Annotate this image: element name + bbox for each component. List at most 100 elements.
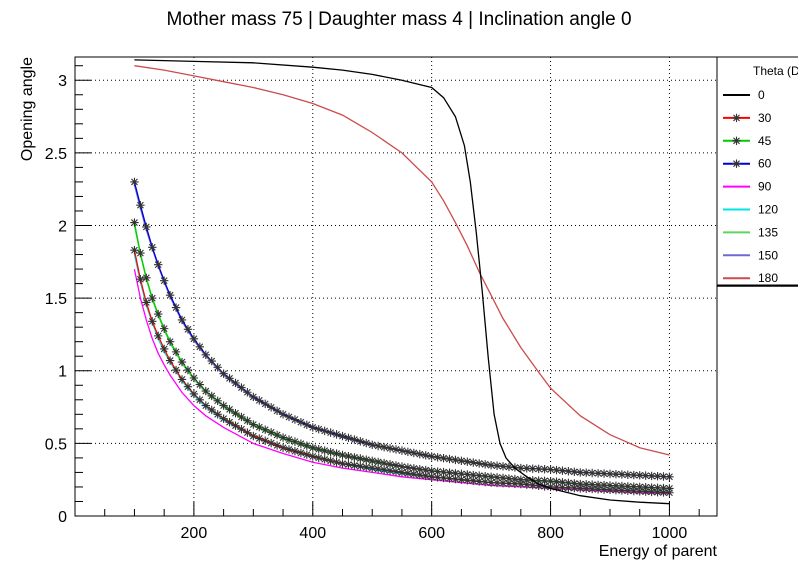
grid [75, 57, 717, 516]
series-marker-45 [368, 456, 377, 466]
series-marker-45 [159, 324, 169, 333]
series-marker-60 [605, 469, 615, 479]
series-marker-45 [475, 471, 484, 480]
series-marker-45 [207, 391, 216, 401]
series-marker-30 [397, 468, 407, 477]
series-marker-30 [148, 317, 157, 326]
legend-entry-180: 180 [723, 271, 778, 285]
series-marker-30 [171, 365, 181, 375]
series-marker-30 [587, 484, 597, 494]
series-marker-30 [326, 456, 335, 466]
series-marker-45 [171, 347, 181, 357]
legend-label: 120 [758, 203, 778, 217]
series-marker-60 [320, 426, 329, 436]
series-marker-45 [534, 476, 543, 485]
series-marker-45 [195, 380, 205, 389]
series-marker-60 [463, 457, 472, 466]
series-marker-30 [302, 450, 312, 459]
series-marker-45 [231, 408, 240, 418]
series-marker-60 [492, 461, 502, 470]
chart-title: Mother mass 75 | Daughter mass 4 | Incli… [166, 9, 631, 30]
legend-entry-150: 150 [723, 248, 778, 262]
series-marker-30 [498, 478, 508, 488]
series-marker-30 [237, 424, 246, 434]
legend-entry-60: 60 [723, 157, 772, 171]
series-marker-45 [480, 472, 490, 481]
series-marker-30 [356, 462, 365, 471]
series-marker-30 [362, 462, 371, 472]
series-marker-45 [130, 218, 139, 227]
series-marker-45 [469, 470, 478, 480]
series-marker-60 [338, 431, 347, 441]
series-marker-45 [492, 473, 502, 482]
series-marker-30 [469, 476, 478, 486]
y-axis-label: Opening angle [19, 57, 36, 161]
series-marker-45 [516, 475, 526, 484]
series-marker-45 [421, 465, 430, 475]
series-marker-45 [605, 481, 615, 490]
legend-label: 60 [758, 157, 772, 171]
series-marker-30 [504, 479, 514, 488]
series-marker-60 [284, 412, 294, 422]
series-marker-30 [165, 356, 175, 365]
y-tick-label: 0.5 [45, 436, 67, 453]
series-marker-45 [249, 420, 258, 429]
series-marker-45 [415, 465, 424, 474]
series-marker-45 [522, 475, 531, 485]
y-tick-label: 2.5 [45, 146, 67, 163]
legend-entry-135: 135 [723, 225, 778, 239]
series-marker-60 [659, 472, 668, 481]
series-marker-45 [391, 461, 401, 470]
series-marker-60 [409, 448, 419, 458]
series-marker-60 [261, 399, 270, 409]
series-marker-60 [130, 177, 139, 187]
series-marker-45 [433, 467, 442, 476]
legend-label: 0 [758, 88, 765, 102]
series-marker-60 [350, 435, 359, 444]
legend-marker [732, 136, 741, 145]
series-marker-30 [207, 405, 216, 415]
series-marker-30 [445, 474, 454, 483]
series-marker-60 [183, 325, 193, 334]
series-marker-30 [516, 479, 526, 489]
series-marker-60 [207, 356, 216, 366]
series-layer [130, 59, 674, 505]
series-marker-60 [599, 469, 609, 478]
series-marker-60 [397, 446, 407, 455]
series-marker-45 [350, 453, 359, 462]
series-marker-60 [558, 466, 567, 475]
series-marker-60 [148, 243, 157, 252]
series-marker-60 [635, 471, 644, 480]
series-marker-30 [558, 483, 567, 492]
series-marker-30 [368, 463, 377, 473]
series-marker-60 [249, 392, 258, 402]
series-marker-30 [213, 410, 222, 419]
series-marker-30 [231, 421, 240, 430]
series-marker-45 [558, 478, 567, 487]
series-marker-45 [148, 293, 157, 303]
series-marker-60 [617, 470, 627, 479]
series-marker-45 [362, 455, 371, 464]
series-marker-30 [284, 445, 294, 454]
series-marker-60 [290, 415, 300, 424]
series-marker-60 [552, 465, 561, 475]
series-marker-60 [516, 463, 526, 473]
x-tick-label: 800 [537, 525, 564, 542]
series-marker-30 [177, 375, 187, 384]
series-marker-45 [213, 396, 222, 405]
y-tick-label: 3 [58, 73, 67, 90]
series-marker-30 [350, 461, 359, 470]
series-marker-30 [332, 458, 341, 467]
series-marker-30 [427, 472, 436, 481]
series-marker-60 [165, 291, 175, 300]
series-marker-45 [409, 464, 419, 473]
series-marker-45 [344, 451, 353, 461]
series-marker-30 [463, 476, 472, 485]
series-marker-30 [629, 486, 638, 496]
series-marker-30 [492, 478, 502, 488]
series-marker-45 [261, 425, 270, 434]
series-marker-45 [552, 477, 561, 486]
series-marker-45 [290, 437, 300, 446]
